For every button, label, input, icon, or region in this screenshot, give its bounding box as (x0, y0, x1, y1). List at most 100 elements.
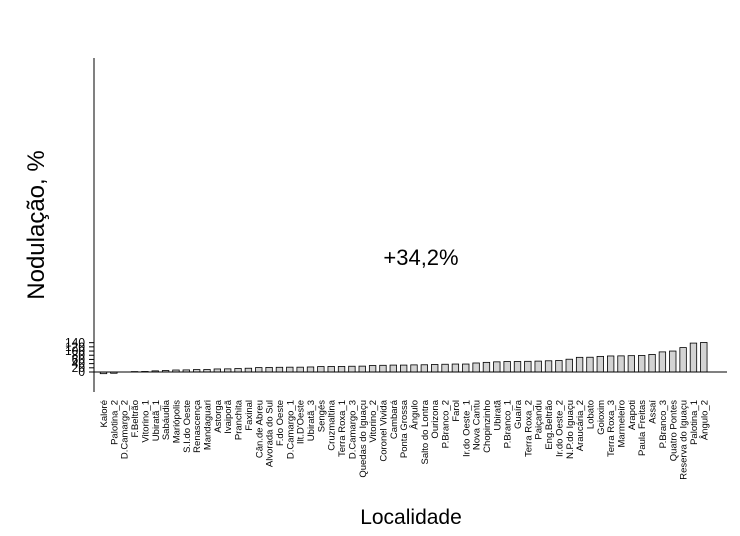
x-axis-label: Localidade (360, 506, 462, 529)
x-tick-label-45: N.P.do Iguaçu (565, 400, 576, 459)
x-tick-label-47: Lobato (585, 400, 596, 429)
x-tick-label-13: Pranchita (234, 399, 245, 440)
bar-52 (638, 355, 646, 373)
x-tick-label-24: D.Camargo_3 (347, 400, 358, 459)
y-tick-label-0: 0 (78, 365, 85, 379)
bar-22 (327, 366, 335, 373)
bar-42 (534, 360, 542, 373)
x-tick-label-2: D.Camargo_2 (120, 400, 131, 459)
x-tick-label-37: Chopinzinho (482, 400, 493, 453)
y-tick-label-2: 40 (72, 357, 86, 371)
x-tick-label-3: F.Beltrão (130, 400, 141, 438)
x-tick-label-9: Renascença (192, 399, 203, 453)
x-tick-label-58: Ângulo_2 (699, 400, 710, 440)
x-tick-label-38: Ubiratã (492, 399, 503, 430)
bar-16 (265, 366, 273, 373)
y-tick-label-4: 80 (72, 348, 86, 362)
x-tick-label-5: Ubiratã_1 (151, 400, 162, 441)
bar-39 (503, 361, 511, 373)
x-tick-label-12: Ivaiporã (223, 399, 234, 434)
y-tick-label-5: 100 (65, 344, 85, 358)
bar-47 (586, 356, 594, 373)
x-tick-label-16: Alvorada do Sul (265, 400, 276, 467)
x-tick-label-7: Mariópolis (171, 400, 182, 444)
x-tick-label-21: Sengés (316, 400, 327, 432)
x-tick-label-10: Mandaguari (203, 400, 214, 450)
bar-29 (399, 364, 408, 373)
x-tick-label-20: Ubiratã_3 (306, 400, 317, 441)
bar-45 (565, 358, 573, 373)
x-tick-label-57: Palotina_1 (689, 400, 700, 445)
x-tick-label-56: Reserva do Iguaçu (679, 400, 690, 480)
bar-17 (275, 366, 284, 373)
x-tick-label-19: Ilt.D'Oeste (296, 400, 307, 444)
x-tick-label-43: Eng.Beltrão (544, 400, 555, 450)
x-tick-label-46: Araucária_2 (575, 400, 586, 451)
bar-25 (358, 365, 366, 373)
x-tick-label-4: Vitorino_1 (140, 400, 151, 443)
bar-26 (368, 365, 377, 373)
bar-43 (544, 360, 553, 373)
x-tick-label-28: Cambará (389, 399, 400, 439)
bar-19 (296, 366, 304, 373)
bar-31 (420, 364, 429, 373)
bar-32 (431, 364, 439, 373)
bar-55 (669, 350, 677, 373)
bar-40 (513, 361, 522, 373)
bar-48 (596, 355, 604, 373)
x-tick-label-36: Nova Cantu (472, 400, 483, 450)
bars-group (99, 342, 708, 375)
x-tick-label-34: Farol (451, 400, 462, 422)
bar-56 (679, 347, 687, 373)
bar-38 (493, 361, 501, 373)
bar-18 (286, 366, 294, 373)
y-tick-label-1: 20 (72, 361, 86, 375)
x-tick-label-8: S.I.do Oeste (182, 400, 193, 453)
bar-50 (617, 355, 625, 373)
bar-54 (658, 351, 667, 373)
x-tick-label-53: Assaí (648, 400, 659, 424)
x-tick-label-40: Guaíra (513, 399, 524, 429)
bar-41 (524, 360, 532, 373)
bar-53 (648, 353, 656, 373)
chart-annotation: +34,2% (383, 245, 458, 270)
bar-44 (555, 360, 563, 373)
x-tick-label-27: Coronel Vivida (378, 399, 389, 461)
x-tick-label-23: Terra Roxa_1 (337, 400, 348, 457)
x-tick-label-18: D.Camargo_1 (285, 400, 296, 459)
bar-37 (482, 361, 491, 373)
bar-21 (317, 366, 325, 373)
x-tick-label-44: Ir.do Oeste_2 (554, 400, 565, 457)
x-tick-label-11: Astorga (213, 399, 224, 432)
bar-57 (689, 342, 698, 373)
x-tick-label-33: P.Branco_2 (441, 400, 452, 448)
x-tick-label-42: Paiçandu (534, 400, 545, 440)
bar-14 (244, 367, 253, 373)
x-tick-label-31: Salto do Lontra (420, 399, 431, 464)
x-tick-label-50: Marmeleiro (617, 400, 628, 448)
bar-36 (472, 362, 480, 373)
x-tick-label-1: Palotina_2 (109, 400, 120, 445)
bar-27 (379, 364, 387, 373)
x-tick-label-22: Cruzmaltina (327, 399, 338, 450)
x-tick-label-30: Ângulo (410, 400, 421, 430)
bar-30 (410, 364, 418, 373)
bar-15 (255, 367, 263, 373)
bar-33 (441, 363, 449, 373)
x-axis-labels: Kaloré Palotina_2 D.Camargo_2 F.Beltrão Vito… (99, 399, 710, 479)
x-tick-label-26: Vitorino_2 (368, 400, 379, 443)
x-tick-label-17: F.do Oeste (275, 400, 286, 446)
y-axis-label: Nodulação, % (23, 150, 50, 299)
bar-13 (234, 368, 242, 373)
x-tick-label-39: P.Branco_1 (503, 400, 514, 448)
bar-23 (337, 366, 346, 373)
bar-34 (451, 363, 460, 373)
x-tick-label-35: Ir.do Oeste_1 (461, 400, 472, 457)
x-tick-label-0: Kaloré (99, 400, 110, 427)
x-tick-label-15: Cân.de Abreu (254, 400, 265, 458)
bar-28 (389, 364, 397, 373)
bar-24 (348, 365, 356, 373)
x-tick-label-29: Ponta Grossa (399, 399, 410, 458)
